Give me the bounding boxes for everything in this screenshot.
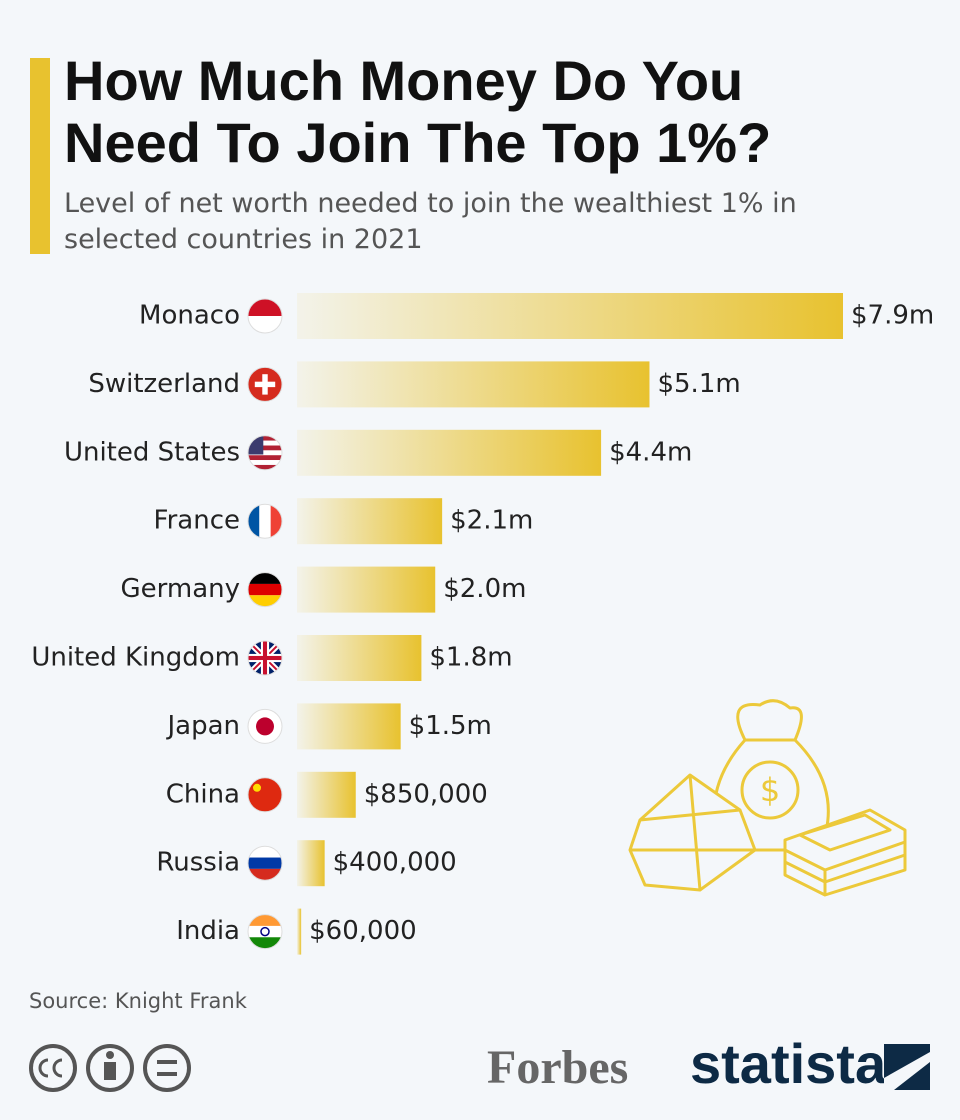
bar	[297, 703, 401, 750]
value-label: $2.1m	[450, 506, 533, 536]
category-label: United States	[64, 437, 240, 467]
flag-part	[248, 299, 282, 316]
bar	[297, 771, 356, 818]
flag-part	[248, 455, 282, 461]
flag-part	[254, 381, 276, 388]
dollar-sign: $	[760, 771, 780, 809]
flag-part	[248, 583, 282, 596]
value-label: $4.4m	[609, 437, 692, 467]
flag	[248, 846, 282, 881]
statista-mark	[884, 1044, 930, 1090]
flag-part	[248, 857, 282, 869]
flag-part	[248, 464, 282, 470]
category-label: Germany	[120, 574, 240, 604]
value-label: $60,000	[309, 916, 417, 946]
flag-part	[248, 445, 282, 451]
value-label: $1.5m	[409, 711, 492, 741]
category-label: United Kingdom	[31, 643, 240, 673]
flag-ring	[247, 503, 283, 539]
value-label: $850,000	[364, 779, 488, 809]
flag-part	[248, 316, 282, 333]
money-illustration: $	[628, 699, 907, 897]
statista-logo: statista	[690, 1032, 887, 1095]
value-label: $7.9m	[851, 301, 934, 331]
flag-part	[248, 868, 282, 881]
accent-bar	[30, 58, 50, 254]
category-label: Monaco	[139, 301, 240, 331]
bar	[297, 840, 325, 887]
bar	[297, 498, 443, 545]
flag-part	[248, 595, 282, 607]
flag-part	[248, 914, 282, 926]
flag-ring	[247, 708, 283, 744]
value-label: $2.0m	[443, 574, 526, 604]
flag-part	[248, 937, 282, 949]
flag-part	[248, 925, 282, 938]
flag-part	[248, 572, 282, 584]
license-icons	[29, 1044, 191, 1092]
flag-part	[259, 504, 271, 539]
flag-part	[248, 435, 282, 441]
category-label: Japan	[165, 711, 240, 741]
flag-part	[253, 783, 261, 792]
flag-part	[248, 460, 282, 465]
bar	[297, 361, 650, 408]
value-label: $400,000	[333, 848, 457, 878]
flag	[248, 367, 282, 402]
flag-ring	[247, 298, 283, 334]
bar	[297, 429, 602, 476]
flag	[248, 914, 282, 949]
flag-part	[256, 717, 274, 736]
flag-part	[248, 504, 260, 539]
flag-part	[270, 504, 282, 539]
flag-part	[248, 777, 282, 812]
flag-part	[248, 440, 282, 446]
flag-ring	[247, 845, 283, 881]
category-label: France	[154, 506, 240, 536]
bar	[297, 566, 436, 613]
flag-ring	[247, 777, 283, 813]
bar	[297, 635, 422, 681]
value-label: $1.8m	[429, 643, 512, 673]
category-label: Switzerland	[88, 369, 240, 399]
flag-ring	[247, 572, 283, 608]
category-label: India	[176, 916, 240, 946]
flag-part	[260, 926, 270, 937]
chart-title: How Much Money Do You Need To Join The T…	[64, 49, 772, 174]
flag	[248, 572, 282, 607]
flag-part	[248, 450, 282, 456]
flag	[248, 504, 282, 539]
bar	[297, 293, 843, 339]
category-label: China	[166, 779, 240, 809]
flag	[248, 777, 282, 812]
value-label: $5.1m	[657, 369, 740, 399]
chart-subtitle: Level of net worth needed to join the we…	[64, 188, 797, 255]
forbes-logo: Forbes	[487, 1041, 628, 1094]
flag-part	[248, 655, 282, 661]
flag-part	[248, 846, 282, 858]
flag-ring	[247, 914, 283, 950]
flag-ring	[247, 640, 283, 676]
category-label: Russia	[156, 848, 240, 878]
flag	[248, 641, 282, 675]
flag-ring	[247, 366, 283, 402]
flag-ring	[247, 435, 283, 471]
bar	[297, 908, 302, 955]
flag	[248, 709, 282, 744]
source-note: Source: Knight Frank	[29, 989, 248, 1013]
flag	[248, 299, 282, 333]
